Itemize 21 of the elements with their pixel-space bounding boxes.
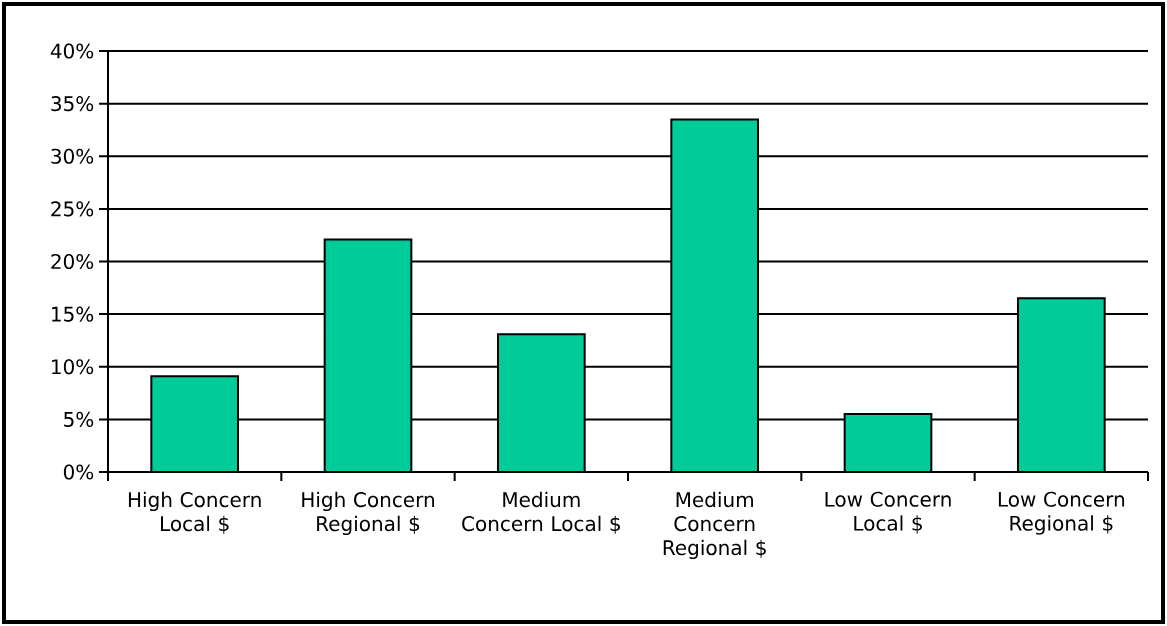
bar (1017, 297, 1106, 472)
bar (323, 238, 413, 472)
x-tick-label: Low Concern Regional $ (998, 491, 1125, 535)
bar (843, 413, 933, 472)
y-tick-label: 5% (64, 411, 94, 427)
y-tick-label: 25% (51, 201, 94, 217)
y-tick-label: 15% (52, 306, 94, 322)
y-tick-label: 35% (51, 96, 94, 112)
bar (670, 118, 759, 472)
bar (497, 333, 586, 472)
x-tick-label: Medium Concern Local $ (462, 491, 620, 534)
y-tick-label: 20% (51, 253, 94, 270)
y-tick-label: 10% (52, 359, 94, 375)
y-tick-label: 30% (51, 148, 94, 164)
x-tick-label: Low Concern Local $ (825, 491, 951, 534)
y-tick-label: 40% (50, 43, 94, 59)
y-tick-label: 0% (63, 464, 94, 480)
x-tick-label: Medium Concern Regional $ (663, 491, 766, 560)
x-tick-label: High Concern Regional $ (302, 491, 434, 536)
bar (150, 375, 240, 472)
x-tick-label: High Concern Local $ (128, 491, 261, 534)
